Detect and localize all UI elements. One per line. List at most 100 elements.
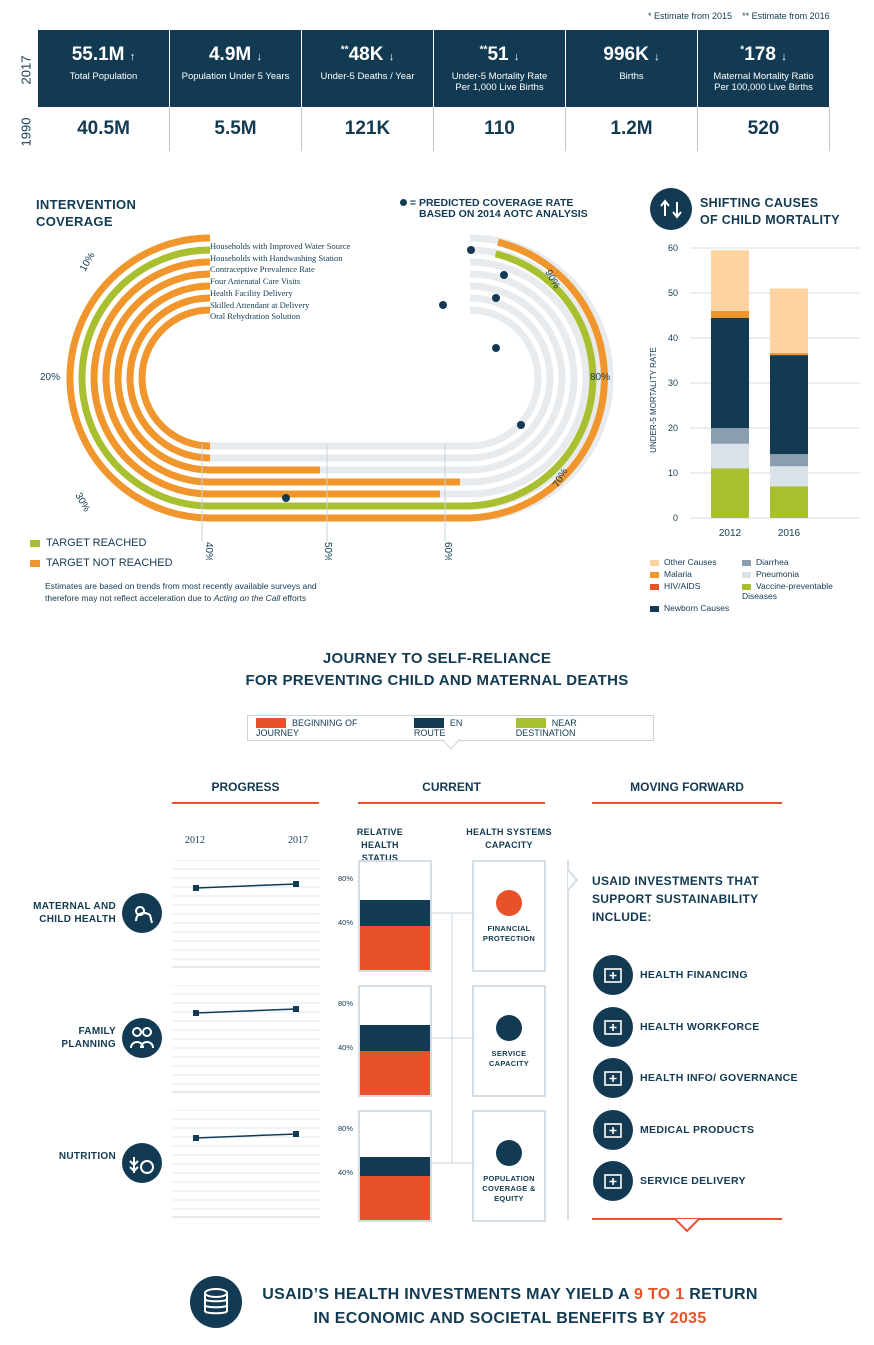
legend-item: Diarrhea (742, 557, 870, 567)
y-tick-label: 60 (668, 243, 678, 253)
stat-number: 51 (487, 44, 509, 65)
journey-legend-item: NEAR DESTINATION (515, 718, 623, 738)
bar-segment (770, 454, 808, 467)
col-current: CURRENT (422, 780, 481, 794)
row-label: FAMILY PLANNING (20, 1025, 116, 1051)
stat-label-line2: Per 100,000 Live Births (714, 82, 813, 93)
footnotes: * Estimate from 2015 ** Estimate from 20… (648, 11, 830, 21)
coverage-title: INTERVENTION COVERAGE (36, 196, 136, 230)
row-label-line2: NUTRITION (58, 1151, 116, 1162)
stat-value: **48K ↓ (302, 44, 433, 66)
legend-not-reached-label: TARGET NOT REACHED (46, 557, 173, 569)
progress-panel (172, 859, 329, 968)
capacity-indicator-icon (496, 890, 522, 916)
y-tick-label: 10 (668, 468, 678, 478)
stat-label: Total Population (38, 71, 169, 82)
row-label-line1: MATERNAL AND (33, 901, 116, 912)
stat-label-line1: Under-5 Deaths / Year (320, 71, 415, 82)
system-box: FINANCIAL PROTECTION (472, 860, 546, 972)
status-box (358, 985, 432, 1097)
invest-intro: USAID INVESTMENTS THAT SUPPORT SUSTAINAB… (592, 872, 759, 926)
note-line1: Estimates are based on trends from most … (45, 581, 317, 591)
predicted-dot (439, 301, 447, 309)
stat-value: 996K ↓ (566, 44, 697, 66)
coverage-track-bg (210, 258, 590, 498)
col-forward: MOVING FORWARD (630, 780, 744, 794)
note-italic: Acting on the Call (213, 593, 281, 603)
status-pct-label: 80% (338, 1124, 354, 1133)
system-label-line2: COVERAGE & (482, 1184, 536, 1193)
stat-label-line2: Per 1,000 Live Births (455, 82, 544, 93)
coverage-item-label: Households with Improved Water Source (210, 241, 351, 251)
system-label-line1: POPULATION (483, 1174, 535, 1183)
legend-item: Other Causes (650, 557, 742, 567)
coverage-track-chart: 10%20%30%40% 50% 60%70%80%90% (40, 234, 614, 560)
trend-arrow-icon: ↓ (256, 51, 263, 63)
trend-arrow-icon: ↓ (388, 51, 395, 63)
forward-rule (592, 802, 782, 804)
forward-pointer (567, 870, 579, 890)
bottom-line1-text: USAID’S HEALTH INVESTMENTS MAY YIELD A (262, 1286, 635, 1303)
legend-item: Newborn Causes (650, 603, 742, 613)
stat-number: 48K (348, 44, 384, 65)
investment-label: MEDICAL PRODUCTS (640, 1123, 755, 1136)
coverage-track-bg (210, 282, 566, 474)
progress-panel (172, 984, 329, 1093)
status-connector (430, 912, 474, 1164)
stat-past-value: 1.2M (566, 107, 698, 151)
journey-legend-item: BEGINNING OF JOURNEY (256, 718, 384, 738)
rel-status-line1: RELATIVE HEALTH (356, 827, 404, 850)
status-pct-label: 80% (338, 874, 354, 883)
status-pct-label: 40% (338, 1043, 354, 1052)
status-navy-fill (360, 1025, 430, 1051)
y-tick-label: 30 (668, 378, 678, 388)
rel-status-line2: STATUS (361, 853, 399, 863)
coverage-item-label: Oral Rehydration Solution (210, 311, 301, 322)
coverage-tick-label: 30% (72, 491, 92, 514)
legend-pointer (442, 739, 460, 750)
system-label: SERVICE CAPACITY (474, 1049, 544, 1069)
rel-status-header: RELATIVE HEALTH STATUS (350, 826, 410, 865)
trend-arrow-icon: ↓ (513, 51, 520, 63)
predicted-dot (282, 494, 290, 502)
coverage-item-label: Skilled Attendant at Delivery (210, 299, 310, 310)
legend-label: HIV/AIDS (664, 581, 701, 591)
x-category-label: 2016 (778, 528, 801, 539)
legend-swatch (742, 559, 751, 566)
bar-segment (711, 317, 749, 428)
journey-title-line2: FOR PREVENTING CHILD AND MATERNAL DEATHS (245, 672, 629, 689)
target-year: 2035 (669, 1310, 707, 1327)
stat-value: **51 ↓ (434, 44, 565, 66)
status-box (358, 860, 432, 972)
coverage-track-bg (210, 270, 578, 486)
capacity-indicator-icon (496, 1015, 522, 1041)
system-label-line2: CAPACITY (488, 1059, 530, 1068)
progress-panel (172, 1109, 329, 1218)
footnote-2015: * Estimate from 2015 (648, 11, 733, 21)
stat-prefix: ** (340, 44, 349, 56)
coverage-tick-label: 40% (203, 542, 214, 560)
col-progress: PROGRESS (211, 780, 280, 794)
stat-past-value: 110 (434, 107, 566, 151)
legend-swatch (742, 571, 751, 578)
predicted-dot (492, 344, 500, 352)
bar-segment (770, 352, 808, 356)
investment-item: HEALTH FINANCING (593, 955, 748, 995)
investment-label: HEALTH FINANCING (640, 969, 748, 981)
predicted-dot (500, 271, 508, 279)
stat-number: 4.9M (208, 44, 252, 65)
return-ratio: 9 TO 1 (634, 1286, 685, 1303)
y-tick-label: 40 (668, 333, 678, 343)
chart-title: SHIFTING CAUSES OF CHILD MORTALITY (700, 196, 840, 227)
status-orange-fill (360, 1051, 430, 1095)
forward-bottom-pointer (675, 1219, 699, 1233)
coverage-item-label: Contraceptive Prevalence Rate (210, 264, 315, 275)
investment-label: SERVICE DELIVERY (640, 1175, 746, 1187)
stat-label: Under-5 Deaths / Year (302, 71, 433, 82)
stat-prefix: * (740, 44, 745, 56)
system-label-line1: SERVICE (491, 1049, 527, 1058)
stat-label-line1: Total Population (69, 71, 138, 82)
legend-item: Vaccine-preventable Diseases (742, 581, 870, 601)
coverage-item-label: Four Antenatal Care Visits (210, 276, 301, 287)
status-navy-fill (360, 1157, 430, 1176)
